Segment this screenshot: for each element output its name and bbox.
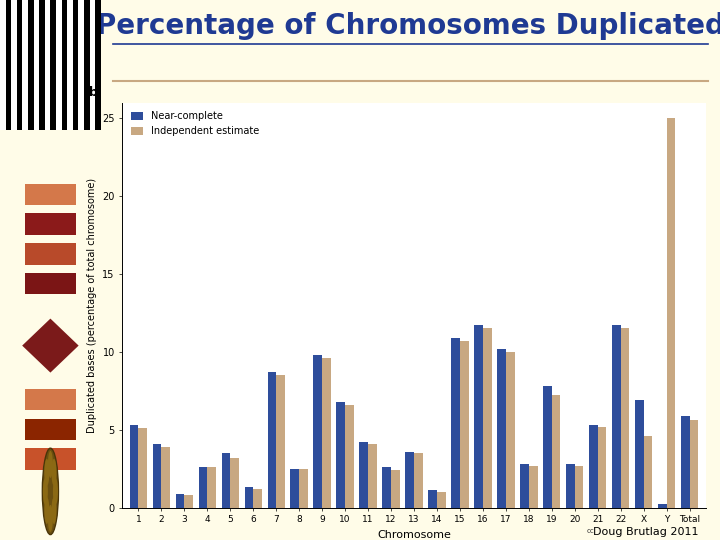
Bar	[359, 442, 368, 508]
Bar	[313, 355, 322, 508]
Bar	[644, 436, 652, 508]
Bar	[25, 389, 76, 410]
Bar	[658, 504, 667, 508]
Bar	[28, 0, 34, 130]
Bar	[22, 0, 28, 130]
Text: b: b	[89, 85, 97, 98]
Bar	[575, 465, 583, 508]
Bar	[451, 338, 460, 508]
Bar	[207, 467, 216, 508]
Bar	[382, 467, 391, 508]
Circle shape	[51, 459, 56, 486]
Bar	[543, 386, 552, 508]
Bar	[460, 341, 469, 508]
Bar	[176, 494, 184, 508]
Bar	[497, 349, 506, 508]
Circle shape	[42, 448, 58, 535]
Circle shape	[51, 497, 56, 524]
Text: cc: cc	[587, 528, 594, 534]
Bar	[6, 0, 12, 130]
Circle shape	[53, 478, 58, 505]
Bar	[690, 420, 698, 508]
Bar	[428, 490, 437, 508]
Bar	[300, 469, 308, 508]
Bar	[391, 470, 400, 508]
Bar	[635, 400, 644, 508]
Circle shape	[48, 451, 53, 478]
Bar	[62, 0, 67, 130]
Bar	[552, 395, 560, 508]
Bar	[95, 0, 101, 130]
Bar	[25, 273, 76, 294]
Bar	[230, 458, 239, 508]
Bar	[45, 0, 50, 130]
Bar	[483, 328, 492, 508]
Bar	[25, 213, 76, 235]
Bar	[84, 0, 89, 130]
Bar	[474, 325, 483, 508]
Bar	[17, 0, 22, 130]
Bar	[322, 358, 331, 508]
Bar	[56, 0, 62, 130]
Bar	[345, 405, 354, 508]
Bar	[25, 418, 76, 440]
Y-axis label: Duplicated bases (percentage of total chromosome): Duplicated bases (percentage of total ch…	[86, 178, 96, 433]
X-axis label: Chromosome: Chromosome	[377, 530, 451, 540]
Bar	[598, 427, 606, 508]
Polygon shape	[22, 319, 78, 373]
Bar	[153, 444, 161, 508]
Bar	[245, 487, 253, 508]
Circle shape	[48, 505, 53, 532]
Bar	[39, 0, 45, 130]
Bar	[268, 372, 276, 508]
Bar	[667, 118, 675, 508]
Bar	[25, 184, 76, 205]
Circle shape	[45, 459, 50, 486]
Bar	[368, 444, 377, 508]
Bar	[253, 489, 262, 508]
Bar	[336, 402, 345, 508]
Text: Doug Brutlag 2011: Doug Brutlag 2011	[593, 527, 698, 537]
Text: Percentage of Chromosomes Duplicated: Percentage of Chromosomes Duplicated	[96, 12, 720, 40]
Bar	[528, 465, 538, 508]
Bar	[25, 448, 76, 470]
Bar	[437, 492, 446, 508]
Circle shape	[45, 497, 50, 524]
Bar	[520, 464, 528, 508]
Bar	[199, 467, 207, 508]
Legend: Near-complete, Independent estimate: Near-complete, Independent estimate	[127, 107, 263, 140]
Bar	[222, 453, 230, 508]
Bar	[506, 352, 515, 508]
Bar	[290, 469, 300, 508]
Bar	[414, 453, 423, 508]
Bar	[12, 0, 17, 130]
Bar	[184, 495, 193, 508]
Bar	[25, 243, 76, 265]
Bar	[89, 0, 95, 130]
Bar	[612, 325, 621, 508]
Bar	[589, 425, 598, 508]
Bar	[67, 0, 73, 130]
Bar	[161, 447, 170, 508]
Circle shape	[43, 478, 48, 505]
Bar	[566, 464, 575, 508]
Bar	[50, 0, 56, 130]
Bar	[130, 425, 138, 508]
Bar	[78, 0, 84, 130]
Bar	[73, 0, 78, 130]
Bar	[405, 451, 414, 508]
Bar	[621, 328, 629, 508]
Bar	[34, 0, 39, 130]
Bar	[138, 428, 147, 508]
Bar	[681, 416, 690, 508]
Bar	[276, 375, 285, 508]
Bar	[0, 0, 6, 130]
